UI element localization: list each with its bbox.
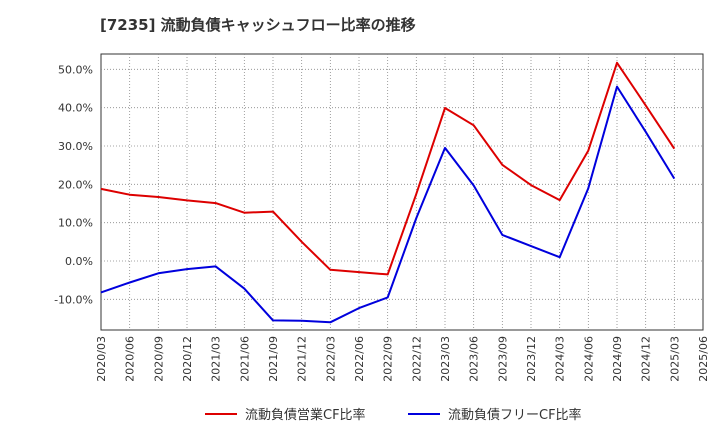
x-tick-label: 2023/12: [525, 336, 538, 382]
x-tick-label: 2025/06: [697, 336, 710, 382]
y-tick-label: 40.0%: [58, 102, 93, 115]
grid-layer: [101, 54, 703, 330]
y-tick-label: 30.0%: [58, 140, 93, 153]
y-tick-label: 10.0%: [58, 217, 93, 230]
x-tick-label: 2021/06: [238, 336, 251, 382]
plot-area: [100, 53, 704, 331]
x-tick-label: 2020/12: [181, 336, 194, 382]
y-tick-label: 50.0%: [58, 63, 93, 76]
x-tick-label: 2023/06: [468, 336, 481, 382]
series-line-1: [100, 85, 676, 324]
x-axis-ticks: 2020/03 2020/06 2020/09 2020/12 2021/03 2021/…: [95, 336, 710, 382]
x-tick-label: 2024/03: [554, 336, 567, 382]
legend-label-1: 流動負債フリーCF比率: [448, 407, 582, 423]
x-tick-label: 2022/09: [382, 336, 395, 382]
series-layer: [100, 61, 676, 324]
legend-label-0: 流動負債営業CF比率: [245, 407, 366, 423]
y-tick-label: -10.0%: [54, 293, 93, 306]
x-tick-label: 2020/06: [124, 336, 137, 382]
x-tick-label: 2024/09: [611, 336, 624, 382]
x-tick-label: 2020/03: [95, 336, 108, 382]
x-tick-label: 2021/12: [296, 336, 309, 382]
x-tick-label: 2021/09: [267, 336, 280, 382]
chart-title: [7235] 流動負債キャッシュフロー比率の推移: [100, 16, 416, 34]
y-tick-label: 0.0%: [65, 255, 93, 268]
y-axis-ticks: 50.0% 40.0% 30.0% 20.0% 10.0% 0.0% -10.0%: [54, 63, 93, 306]
x-tick-label: 2022/06: [353, 336, 366, 382]
series-line-0: [100, 61, 676, 276]
x-tick-label: 2023/09: [496, 336, 509, 382]
x-tick-label: 2023/03: [439, 336, 452, 382]
x-tick-label: 2022/12: [410, 336, 423, 382]
x-tick-label: 2020/09: [152, 336, 165, 382]
x-tick-label: 2021/03: [210, 336, 223, 382]
x-tick-label: 2024/12: [640, 336, 653, 382]
x-tick-label: 2024/06: [582, 336, 595, 382]
x-tick-label: 2022/03: [324, 336, 337, 382]
x-tick-label: 2025/03: [668, 336, 681, 382]
y-tick-label: 20.0%: [58, 178, 93, 191]
legend: 流動負債営業CF比率 流動負債フリーCF比率: [205, 407, 582, 423]
